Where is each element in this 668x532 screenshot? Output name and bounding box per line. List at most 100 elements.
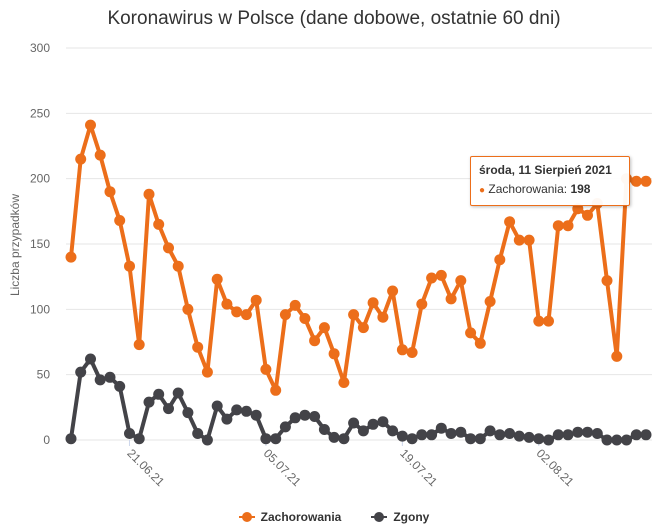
data-point-zgony[interactable] [533, 433, 545, 445]
data-point-zachorowania[interactable] [65, 251, 77, 263]
data-point-zachorowania[interactable] [260, 363, 272, 375]
data-point-zachorowania[interactable] [201, 366, 213, 378]
data-point-zachorowania[interactable] [640, 175, 652, 187]
data-point-zgony[interactable] [133, 433, 145, 445]
data-point-zgony[interactable] [163, 403, 174, 415]
data-point-zgony[interactable] [611, 434, 623, 446]
data-point-zgony[interactable] [75, 366, 87, 378]
data-point-zachorowania[interactable] [94, 149, 106, 161]
data-point-zgony[interactable] [572, 426, 584, 438]
data-point-zachorowania[interactable] [611, 350, 623, 362]
data-point-zgony[interactable] [143, 396, 155, 408]
data-point-zachorowania[interactable] [192, 341, 204, 353]
data-point-zgony[interactable] [416, 429, 428, 441]
data-point-zgony[interactable] [231, 404, 243, 416]
data-point-zachorowania[interactable] [601, 275, 613, 287]
data-point-zgony[interactable] [192, 428, 204, 439]
data-point-zachorowania[interactable] [279, 309, 291, 321]
data-point-zachorowania[interactable] [513, 234, 525, 246]
data-point-zgony[interactable] [279, 421, 291, 433]
data-point-zgony[interactable] [104, 371, 116, 383]
data-point-zgony[interactable] [523, 431, 535, 443]
data-point-zgony[interactable] [640, 429, 652, 441]
legend-item-zgony[interactable]: Zgony [371, 510, 429, 524]
data-point-zachorowania[interactable] [270, 384, 282, 396]
data-point-zgony[interactable] [85, 353, 96, 365]
data-point-zgony[interactable] [484, 425, 496, 437]
data-point-zgony[interactable] [406, 433, 418, 445]
data-point-zgony[interactable] [94, 374, 106, 386]
data-point-zachorowania[interactable] [211, 273, 223, 285]
data-point-zgony[interactable] [221, 413, 233, 425]
data-point-zachorowania[interactable] [133, 339, 145, 351]
legend-item-zachorowania[interactable]: Zachorowania [238, 510, 341, 524]
data-point-zachorowania[interactable] [465, 327, 477, 339]
data-point-zachorowania[interactable] [543, 315, 554, 327]
data-point-zgony[interactable] [601, 434, 613, 446]
data-point-zachorowania[interactable] [406, 347, 418, 358]
data-point-zgony[interactable] [338, 433, 350, 445]
data-point-zachorowania[interactable] [250, 294, 262, 306]
data-point-zgony[interactable] [455, 426, 467, 438]
data-point-zachorowania[interactable] [75, 153, 87, 165]
data-point-zachorowania[interactable] [240, 309, 252, 321]
data-point-zgony[interactable] [367, 418, 379, 430]
data-point-zachorowania[interactable] [367, 297, 379, 309]
data-point-zgony[interactable] [299, 409, 311, 421]
data-point-zgony[interactable] [377, 416, 389, 428]
data-point-zgony[interactable] [426, 429, 438, 441]
data-point-zachorowania[interactable] [309, 335, 321, 347]
data-point-zgony[interactable] [153, 388, 165, 400]
data-point-zachorowania[interactable] [182, 303, 194, 315]
data-point-zgony[interactable] [65, 433, 77, 445]
data-point-zachorowania[interactable] [85, 119, 96, 131]
data-point-zgony[interactable] [172, 387, 184, 399]
data-point-zachorowania[interactable] [299, 313, 311, 324]
data-point-zgony[interactable] [348, 417, 360, 429]
data-point-zachorowania[interactable] [357, 322, 369, 334]
data-point-zachorowania[interactable] [289, 299, 301, 311]
data-point-zgony[interactable] [621, 434, 632, 446]
data-point-zgony[interactable] [543, 434, 554, 446]
data-point-zgony[interactable] [630, 429, 642, 441]
data-point-zachorowania[interactable] [348, 309, 360, 321]
data-point-zgony[interactable] [387, 425, 399, 437]
data-point-zachorowania[interactable] [504, 216, 516, 228]
data-point-zachorowania[interactable] [377, 311, 389, 323]
data-point-zgony[interactable] [494, 429, 506, 441]
data-point-zachorowania[interactable] [630, 175, 642, 187]
data-point-zachorowania[interactable] [494, 254, 506, 266]
data-point-zachorowania[interactable] [435, 269, 447, 281]
data-point-zgony[interactable] [309, 411, 321, 422]
data-point-zgony[interactable] [124, 428, 135, 439]
data-point-zachorowania[interactable] [338, 377, 350, 388]
data-point-zachorowania[interactable] [474, 337, 486, 349]
data-point-zachorowania[interactable] [153, 218, 165, 230]
data-point-zachorowania[interactable] [445, 293, 457, 305]
data-point-zgony[interactable] [201, 434, 213, 446]
data-point-zachorowania[interactable] [221, 298, 233, 310]
data-point-zgony[interactable] [562, 429, 574, 441]
data-point-zgony[interactable] [582, 426, 593, 438]
data-point-zgony[interactable] [357, 425, 369, 437]
data-point-zachorowania[interactable] [533, 315, 545, 327]
data-point-zgony[interactable] [318, 424, 330, 435]
data-point-zachorowania[interactable] [318, 322, 330, 334]
data-point-zgony[interactable] [211, 400, 223, 412]
data-point-zgony[interactable] [260, 433, 272, 445]
data-point-zachorowania[interactable] [484, 296, 496, 307]
data-point-zachorowania[interactable] [231, 306, 243, 318]
data-point-zachorowania[interactable] [523, 234, 535, 246]
data-point-zachorowania[interactable] [124, 260, 135, 272]
data-point-zachorowania[interactable] [426, 272, 438, 284]
data-point-zachorowania[interactable] [163, 242, 174, 254]
data-point-zgony[interactable] [182, 407, 194, 419]
data-point-zgony[interactable] [474, 433, 486, 445]
data-point-zachorowania[interactable] [143, 188, 155, 200]
data-point-zachorowania[interactable] [416, 298, 428, 310]
data-point-zachorowania[interactable] [562, 220, 574, 232]
data-point-zachorowania[interactable] [396, 344, 408, 356]
data-point-zgony[interactable] [591, 428, 603, 439]
data-point-zgony[interactable] [513, 430, 525, 442]
data-point-zachorowania[interactable] [387, 285, 399, 297]
